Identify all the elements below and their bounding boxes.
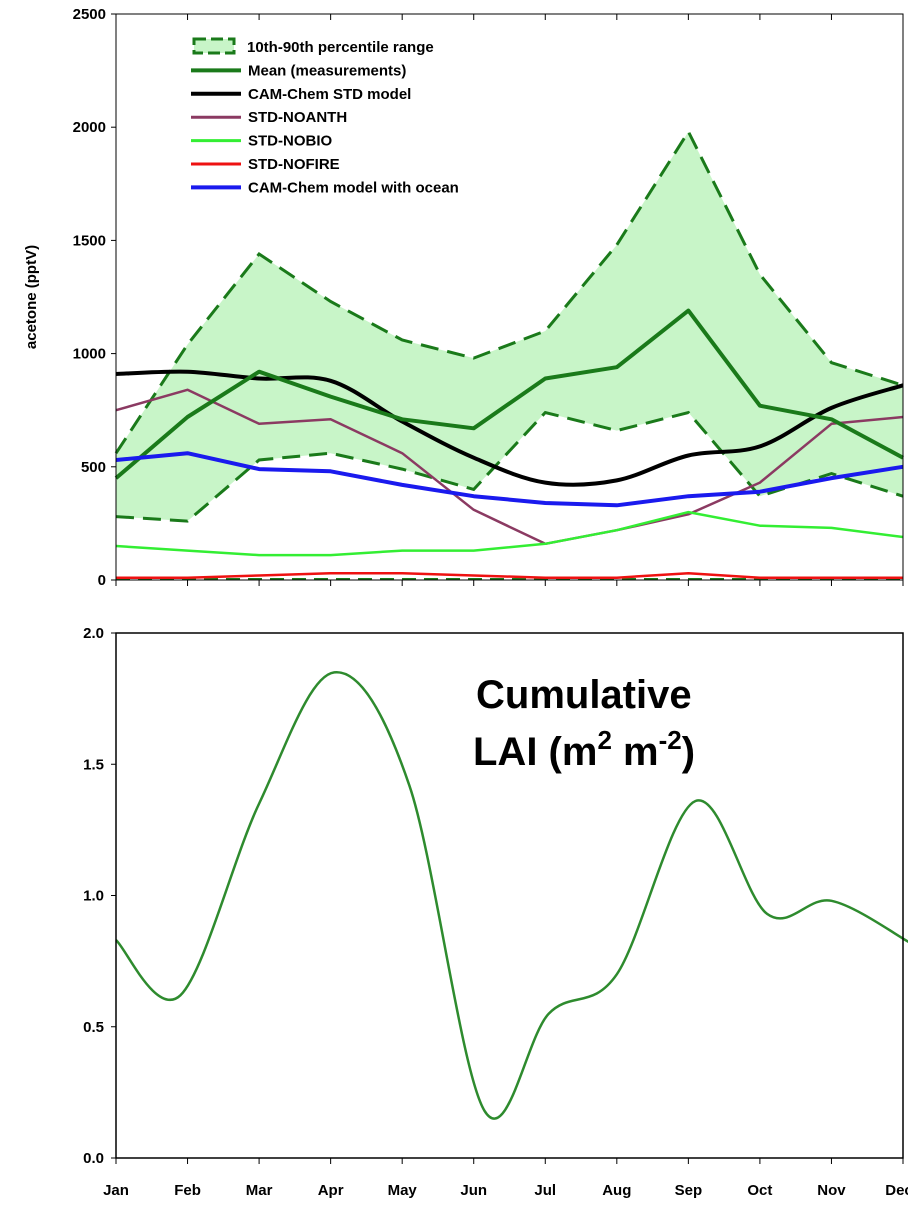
annotation-superscript: 2	[597, 725, 611, 755]
series-line-lai	[115, 671, 908, 1120]
band-upper-edge	[114, 128, 904, 455]
x-tick-label: Dec	[885, 1182, 908, 1199]
y-tick-label: 500	[81, 459, 106, 476]
acetone-chart: 0 500 1000 1500 2000 2500 acetone (pptV) 10th-9…	[23, 6, 904, 589]
y-tick-label: 2000	[73, 119, 106, 136]
x-tick-label: Aug	[602, 1182, 631, 1199]
percentile-band	[116, 131, 903, 522]
y-tick-label: 2500	[73, 6, 106, 23]
x-tick-label: Feb	[174, 1182, 201, 1199]
y-tick-label: 1.5	[83, 756, 104, 773]
legend-label: CAM-Chem STD model	[248, 86, 411, 103]
y-tick-label: 0	[98, 572, 106, 589]
y-tick-label: 0.0	[83, 1150, 104, 1167]
y-axis-title: acetone (pptV)	[23, 245, 40, 349]
y-tick-label: 1500	[73, 232, 106, 249]
series-line-std-noanth	[115, 388, 904, 546]
series-line-std-nobio	[115, 510, 904, 557]
x-tick-label: Oct	[747, 1182, 772, 1199]
legend-label: CAM-Chem model with ocean	[248, 179, 459, 196]
series-line-std-nofire	[116, 571, 903, 579]
x-tick-label: May	[388, 1182, 418, 1199]
y-tick-label: 1000	[73, 346, 106, 363]
annotation-text: )	[682, 730, 695, 774]
lai-chart: 0.0 0.5 1.0 1.5 2.0 Jan Feb Mar Apr May Jun Jul Aug S…	[83, 625, 908, 1199]
x-tick-label: Jan	[103, 1182, 129, 1199]
y-tick-label: 2.0	[83, 625, 104, 642]
legend-label: STD-NOBIO	[248, 133, 332, 150]
x-tick-label: Mar	[246, 1182, 273, 1199]
series-line-cam-chem-model-with-ocean	[115, 451, 904, 508]
annotation-line2: LAI (m2 m-2)	[473, 725, 695, 774]
x-tick-label: Sep	[675, 1182, 703, 1199]
y-tick-label: 0.5	[83, 1019, 104, 1036]
x-tick-label: Jul	[534, 1182, 556, 1199]
series-line-mean-measurements-	[114, 308, 904, 480]
legend-label: Mean (measurements)	[248, 62, 406, 79]
legend-swatch-band	[192, 37, 236, 55]
plot-frame	[115, 13, 904, 581]
x-tick-label: Apr	[318, 1182, 344, 1199]
x-tick-label: Nov	[817, 1182, 846, 1199]
legend-label: STD-NOANTH	[248, 109, 347, 126]
annotation-text: m	[612, 730, 659, 774]
x-tick-label: Jun	[460, 1182, 487, 1199]
band-lower-edge	[115, 410, 904, 523]
annotation-text: LAI (m	[473, 730, 597, 774]
annotation-line1: Cumulative	[476, 673, 692, 717]
annotation-superscript: -2	[659, 725, 682, 755]
legend-label: STD-NOFIRE	[248, 156, 340, 173]
series-line-cam-chem-std-model	[115, 369, 904, 487]
y-tick-label: 1.0	[83, 888, 104, 905]
legend-label: 10th-90th percentile range	[247, 39, 434, 56]
